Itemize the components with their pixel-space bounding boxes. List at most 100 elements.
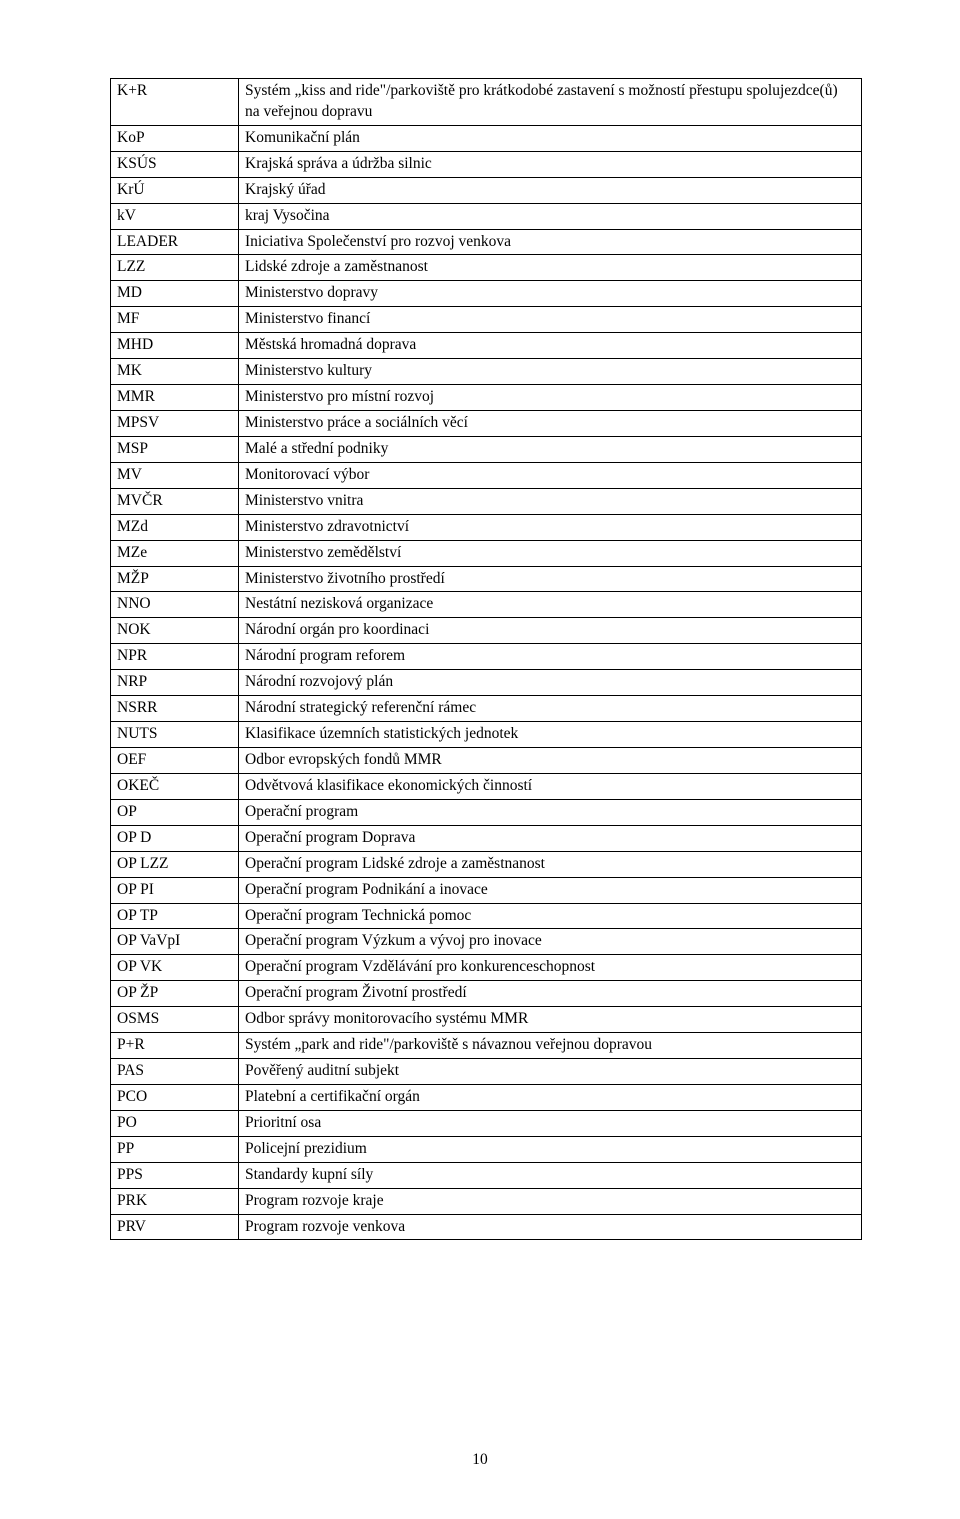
table-row: OKEČOdvětvová klasifikace ekonomických č… bbox=[111, 773, 862, 799]
abbrev-desc: Národní rozvojový plán bbox=[239, 670, 862, 696]
abbrev-code: NRP bbox=[111, 670, 239, 696]
table-row: KSÚSKrajská správa a údržba silnic bbox=[111, 151, 862, 177]
abbrev-code: OP LZZ bbox=[111, 851, 239, 877]
abbrev-code: NOK bbox=[111, 618, 239, 644]
abbrev-desc: Operační program Výzkum a vývoj pro inov… bbox=[239, 929, 862, 955]
abbrev-code: MMR bbox=[111, 385, 239, 411]
table-row: NOKNárodní orgán pro koordinaci bbox=[111, 618, 862, 644]
abbrev-code: MD bbox=[111, 281, 239, 307]
table-row: OP PIOperační program Podnikání a inovac… bbox=[111, 877, 862, 903]
abbrev-code: PP bbox=[111, 1136, 239, 1162]
abbrev-code: MŽP bbox=[111, 566, 239, 592]
abbreviation-table-body: K+RSystém „kiss and ride"/parkoviště pro… bbox=[111, 79, 862, 1240]
table-row: kVkraj Vysočina bbox=[111, 203, 862, 229]
abbrev-desc: Operační program bbox=[239, 799, 862, 825]
table-row: MFMinisterstvo financí bbox=[111, 307, 862, 333]
abbrev-desc: Národní strategický referenční rámec bbox=[239, 696, 862, 722]
abbrev-desc: Ministerstvo dopravy bbox=[239, 281, 862, 307]
table-row: MZeMinisterstvo zemědělství bbox=[111, 540, 862, 566]
abbrev-desc: Lidské zdroje a zaměstnanost bbox=[239, 255, 862, 281]
abbrev-code: NUTS bbox=[111, 722, 239, 748]
abbrev-desc: Monitorovací výbor bbox=[239, 462, 862, 488]
abbrev-desc: Ministerstvo práce a sociálních věcí bbox=[239, 410, 862, 436]
table-row: MŽPMinisterstvo životního prostředí bbox=[111, 566, 862, 592]
table-row: NPRNárodní program reforem bbox=[111, 644, 862, 670]
abbrev-desc: Odvětvová klasifikace ekonomických činno… bbox=[239, 773, 862, 799]
abbreviation-table: K+RSystém „kiss and ride"/parkoviště pro… bbox=[110, 78, 862, 1240]
table-row: MHDMěstská hromadná doprava bbox=[111, 333, 862, 359]
abbrev-code: PCO bbox=[111, 1084, 239, 1110]
abbrev-desc: Program rozvoje venkova bbox=[239, 1214, 862, 1240]
table-row: NNONestátní nezisková organizace bbox=[111, 592, 862, 618]
table-row: OP VKOperační program Vzdělávání pro kon… bbox=[111, 955, 862, 981]
abbrev-desc: Operační program Vzdělávání pro konkuren… bbox=[239, 955, 862, 981]
table-row: OP ŽPOperační program Životní prostředí bbox=[111, 981, 862, 1007]
abbrev-code: OP VK bbox=[111, 955, 239, 981]
abbrev-desc: Systém „park and ride"/parkoviště s náva… bbox=[239, 1033, 862, 1059]
abbrev-desc: Policejní prezidium bbox=[239, 1136, 862, 1162]
table-row: OP DOperační program Doprava bbox=[111, 825, 862, 851]
table-row: OSMSOdbor správy monitorovacího systému … bbox=[111, 1007, 862, 1033]
abbrev-code: OEF bbox=[111, 747, 239, 773]
abbrev-code: OSMS bbox=[111, 1007, 239, 1033]
abbrev-desc: Krajská správa a údržba silnic bbox=[239, 151, 862, 177]
abbrev-code: NPR bbox=[111, 644, 239, 670]
abbrev-code: OP PI bbox=[111, 877, 239, 903]
abbrev-desc: Prioritní osa bbox=[239, 1110, 862, 1136]
abbrev-desc: Operační program Doprava bbox=[239, 825, 862, 851]
table-row: OP VaVpIOperační program Výzkum a vývoj … bbox=[111, 929, 862, 955]
abbrev-code: MV bbox=[111, 462, 239, 488]
abbrev-desc: Pověřený auditní subjekt bbox=[239, 1059, 862, 1085]
abbrev-code: LEADER bbox=[111, 229, 239, 255]
abbrev-desc: kraj Vysočina bbox=[239, 203, 862, 229]
abbrev-code: MK bbox=[111, 359, 239, 385]
abbrev-code: OP VaVpI bbox=[111, 929, 239, 955]
table-row: MPSVMinisterstvo práce a sociálních věcí bbox=[111, 410, 862, 436]
table-row: MDMinisterstvo dopravy bbox=[111, 281, 862, 307]
abbrev-code: PRV bbox=[111, 1214, 239, 1240]
abbrev-desc: Ministerstvo kultury bbox=[239, 359, 862, 385]
table-row: P+RSystém „park and ride"/parkoviště s n… bbox=[111, 1033, 862, 1059]
table-row: PASPověřený auditní subjekt bbox=[111, 1059, 862, 1085]
abbrev-code: NSRR bbox=[111, 696, 239, 722]
abbrev-code: KoP bbox=[111, 125, 239, 151]
abbrev-code: OKEČ bbox=[111, 773, 239, 799]
abbrev-desc: Ministerstvo vnitra bbox=[239, 488, 862, 514]
abbrev-desc: Krajský úřad bbox=[239, 177, 862, 203]
abbrev-code: MF bbox=[111, 307, 239, 333]
table-row: MZdMinisterstvo zdravotnictví bbox=[111, 514, 862, 540]
abbrev-code: LZZ bbox=[111, 255, 239, 281]
abbrev-desc: Ministerstvo financí bbox=[239, 307, 862, 333]
table-row: MVČRMinisterstvo vnitra bbox=[111, 488, 862, 514]
table-row: MVMonitorovací výbor bbox=[111, 462, 862, 488]
table-row: LEADERIniciativa Společenství pro rozvoj… bbox=[111, 229, 862, 255]
table-row: PPPolicejní prezidium bbox=[111, 1136, 862, 1162]
document-page: K+RSystém „kiss and ride"/parkoviště pro… bbox=[0, 0, 960, 1519]
page-number: 10 bbox=[0, 1451, 960, 1469]
abbrev-code: PPS bbox=[111, 1162, 239, 1188]
abbrev-desc: Platební a certifikační orgán bbox=[239, 1084, 862, 1110]
abbrev-code: PRK bbox=[111, 1188, 239, 1214]
table-row: PRVProgram rozvoje venkova bbox=[111, 1214, 862, 1240]
table-row: NSRRNárodní strategický referenční rámec bbox=[111, 696, 862, 722]
abbrev-code: MSP bbox=[111, 436, 239, 462]
abbrev-code: K+R bbox=[111, 79, 239, 126]
table-row: PCOPlatební a certifikační orgán bbox=[111, 1084, 862, 1110]
table-row: KoPKomunikační plán bbox=[111, 125, 862, 151]
abbrev-desc: Systém „kiss and ride"/parkoviště pro kr… bbox=[239, 79, 862, 126]
abbrev-code: OP bbox=[111, 799, 239, 825]
abbrev-desc: Národní orgán pro koordinaci bbox=[239, 618, 862, 644]
abbrev-code: kV bbox=[111, 203, 239, 229]
abbrev-desc: Ministerstvo životního prostředí bbox=[239, 566, 862, 592]
table-row: OPOperační program bbox=[111, 799, 862, 825]
abbrev-code: PAS bbox=[111, 1059, 239, 1085]
abbrev-code: OP ŽP bbox=[111, 981, 239, 1007]
abbrev-desc: Operační program Životní prostředí bbox=[239, 981, 862, 1007]
table-row: K+RSystém „kiss and ride"/parkoviště pro… bbox=[111, 79, 862, 126]
table-row: KrÚKrajský úřad bbox=[111, 177, 862, 203]
abbrev-code: NNO bbox=[111, 592, 239, 618]
abbrev-desc: Ministerstvo zemědělství bbox=[239, 540, 862, 566]
abbrev-code: KSÚS bbox=[111, 151, 239, 177]
abbrev-desc: Ministerstvo pro místní rozvoj bbox=[239, 385, 862, 411]
abbrev-code: MZd bbox=[111, 514, 239, 540]
